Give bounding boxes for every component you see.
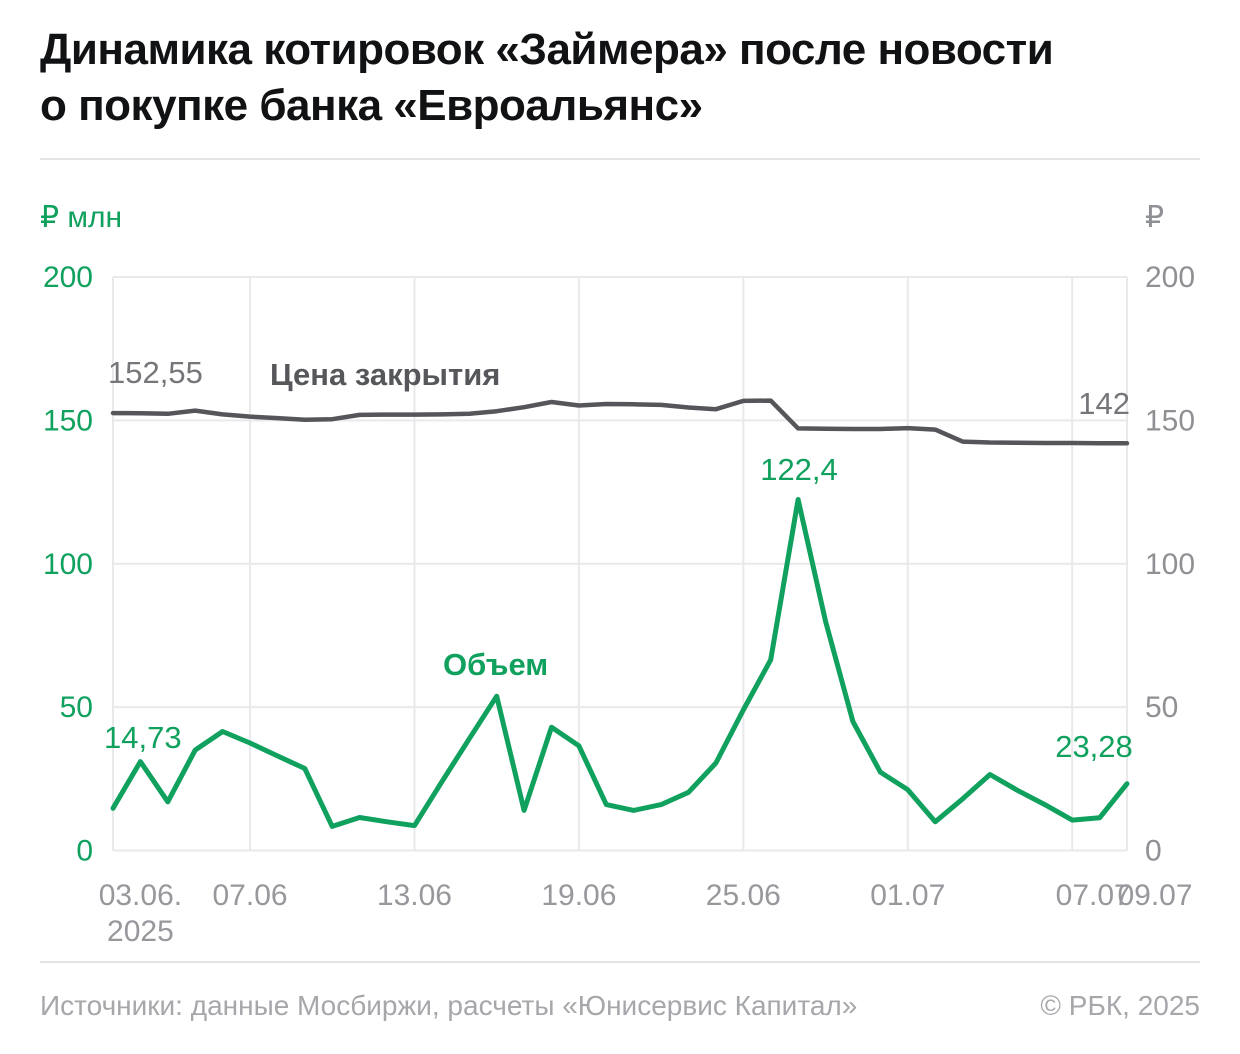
header-divider xyxy=(40,158,1200,160)
annotation-14-73: 14,73 xyxy=(104,720,182,755)
x-tick: 25.06 xyxy=(706,879,781,912)
x-tick: 01.07 xyxy=(870,879,945,912)
sources-note: Источники: данные Мосбиржи, расчеты «Юни… xyxy=(40,990,858,1021)
right-axis-unit: ₽ xyxy=(1145,201,1164,234)
y-tick-left: 100 xyxy=(43,548,93,581)
x-tick: 09.07 xyxy=(1117,879,1192,912)
y-tick-left: 150 xyxy=(43,404,93,437)
footer: Источники: данные Мосбиржи, расчеты «Юни… xyxy=(40,990,1200,1022)
footer-divider xyxy=(40,961,1200,963)
annotation-23-28: 23,28 xyxy=(1055,729,1133,764)
left-axis-unit: ₽ млн xyxy=(40,201,122,234)
annotation-цена-закрытия: Цена закрытия xyxy=(270,357,500,392)
x-tick: 19.06 xyxy=(541,879,616,912)
copyright-note: © РБК, 2025 xyxy=(1040,990,1200,1021)
annotation-152-55: 152,55 xyxy=(108,355,203,390)
y-tick-left: 50 xyxy=(60,691,93,724)
title-line-1: Динамика котировок «Займера» после новос… xyxy=(40,25,1054,74)
price-line xyxy=(110,398,1130,446)
annotation-122-4: 122,4 xyxy=(760,452,838,487)
x-tick: 03.06. xyxy=(99,879,182,912)
y-tick-right: 100 xyxy=(1145,548,1195,581)
annotation-142: 142 xyxy=(1078,386,1130,421)
annotation-объем: Объем xyxy=(443,647,548,682)
title-line-2: о покупке банка «Евроальянс» xyxy=(40,81,703,130)
y-tick-right: 200 xyxy=(1145,261,1195,294)
y-tick-left: 200 xyxy=(43,261,93,294)
y-tick-left: 0 xyxy=(76,835,93,868)
volume-line xyxy=(110,497,1130,829)
y-tick-right: 150 xyxy=(1145,404,1195,437)
y-tick-right: 50 xyxy=(1145,691,1178,724)
x-tick: 07.07 xyxy=(1056,879,1131,912)
y-tick-right: 0 xyxy=(1145,835,1162,868)
x-tick-year: 2025 xyxy=(107,915,174,948)
x-tick: 07.06 xyxy=(212,879,287,912)
x-tick: 13.06 xyxy=(377,879,452,912)
page-title: Динамика котировок «Займера» после новос… xyxy=(40,22,1210,134)
